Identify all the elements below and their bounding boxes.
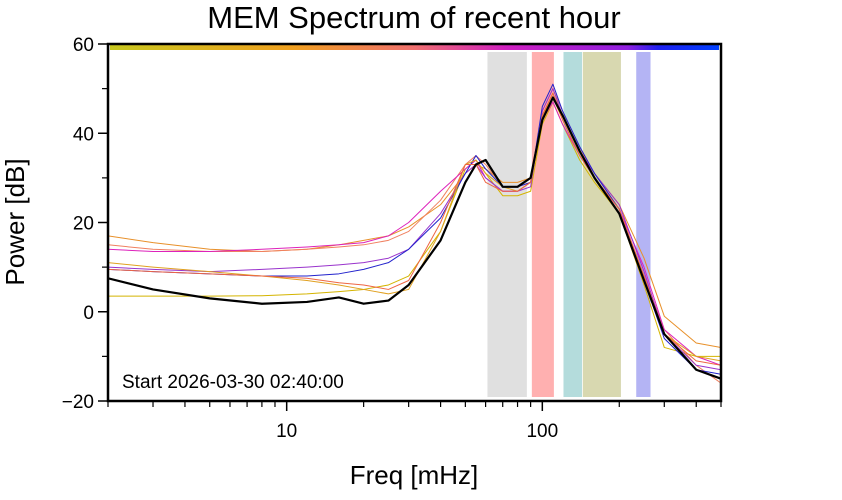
spectrum-line	[108, 83, 721, 375]
y-tick-label: 0	[83, 303, 94, 324]
lines	[108, 83, 721, 384]
band	[636, 52, 651, 397]
bands	[487, 52, 651, 397]
band	[582, 52, 621, 397]
annotation: Start 2026-03-30 02:40:00	[122, 372, 344, 393]
y-tick-label: 40	[73, 124, 94, 145]
axes: −20 0 20 40 60 10 100	[62, 35, 722, 442]
x-axis-label: Freq [mHz]	[350, 460, 479, 490]
y-tick-label: −20	[62, 392, 94, 413]
color-bar	[110, 45, 719, 50]
y-axis-label: Power [dB]	[0, 158, 30, 285]
band	[563, 52, 583, 397]
plot-frame	[106, 42, 723, 403]
y-tick-label: 20	[73, 214, 94, 235]
spectrum-line	[108, 97, 721, 362]
spectrum-line	[108, 101, 721, 357]
x-tick-label: 10	[276, 421, 297, 442]
spectrum-line	[108, 101, 721, 366]
chart-title: MEM Spectrum of recent hour	[207, 0, 621, 35]
x-tick-label: 100	[526, 421, 558, 442]
spectrum-line	[108, 92, 721, 366]
y-tick-label: 60	[73, 35, 94, 56]
band	[487, 52, 527, 397]
spectrum-line	[108, 88, 721, 371]
spectrum-line	[108, 92, 721, 348]
spectrum-line	[108, 96, 721, 380]
